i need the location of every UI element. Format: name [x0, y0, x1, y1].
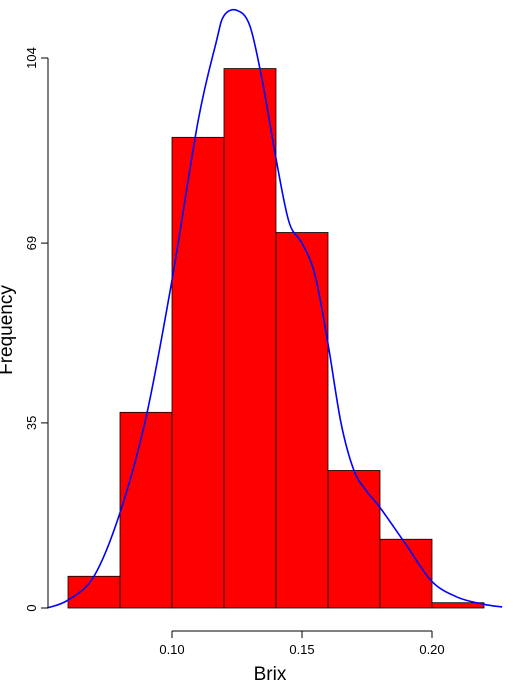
y-tick-label: 69 [24, 236, 39, 250]
y-tick-label: 0 [24, 604, 39, 611]
histogram-bar [171, 136, 225, 609]
histogram-bar [379, 538, 433, 609]
density-curve [46, 8, 503, 609]
histogram-bar [431, 602, 485, 609]
histogram-bar [223, 68, 277, 609]
y-axis: 0 35 69 104 [24, 47, 49, 612]
histogram-bar [327, 470, 381, 609]
x-tick-label: 0.15 [289, 642, 314, 657]
y-tick-label: 104 [24, 47, 39, 69]
histogram-bar [67, 575, 121, 609]
x-tick-label: 0.10 [159, 642, 184, 657]
x-tick-label: 0.20 [419, 642, 444, 657]
histogram-bars [67, 68, 485, 609]
histogram-bar [275, 232, 329, 609]
y-axis-label: Frequency [0, 285, 17, 375]
histogram-bar [119, 411, 173, 609]
x-axis: 0.10 0.15 0.20 [159, 630, 445, 657]
y-tick-label: 35 [24, 416, 39, 430]
x-axis-label: Brix [254, 664, 287, 685]
